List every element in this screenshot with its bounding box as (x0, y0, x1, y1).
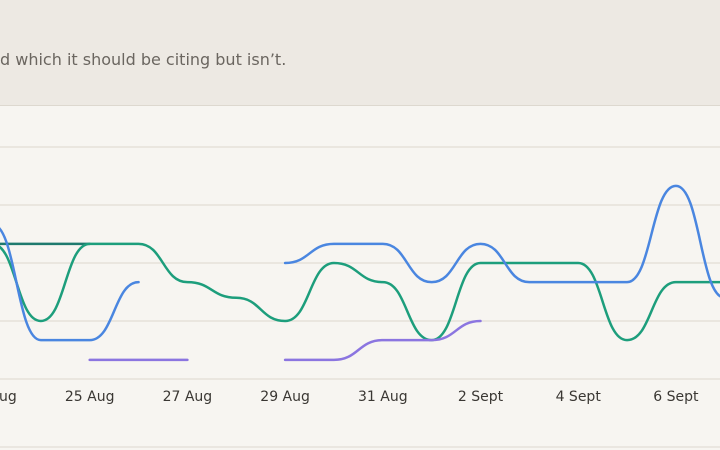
line-series (283, 319, 482, 362)
x-tick-label: 31 Aug (358, 389, 408, 405)
x-tick-label: 27 Aug (163, 389, 213, 405)
x-tick-label: 29 Aug (260, 389, 310, 405)
banner: d which it should be citing but isn’t. (0, 0, 720, 106)
x-tick-label: 25 Aug (65, 389, 115, 405)
line-series (0, 227, 140, 342)
banner-text: d which it should be citing but isn’t. (0, 50, 287, 69)
x-tick-label: 2 Sept (458, 389, 504, 405)
x-tick-label: 23 Aug (0, 389, 17, 405)
line-series (0, 242, 720, 342)
line-series (283, 184, 720, 298)
x-tick-label: 4 Sept (556, 389, 602, 405)
x-tick-label: 6 Sept (653, 389, 699, 405)
